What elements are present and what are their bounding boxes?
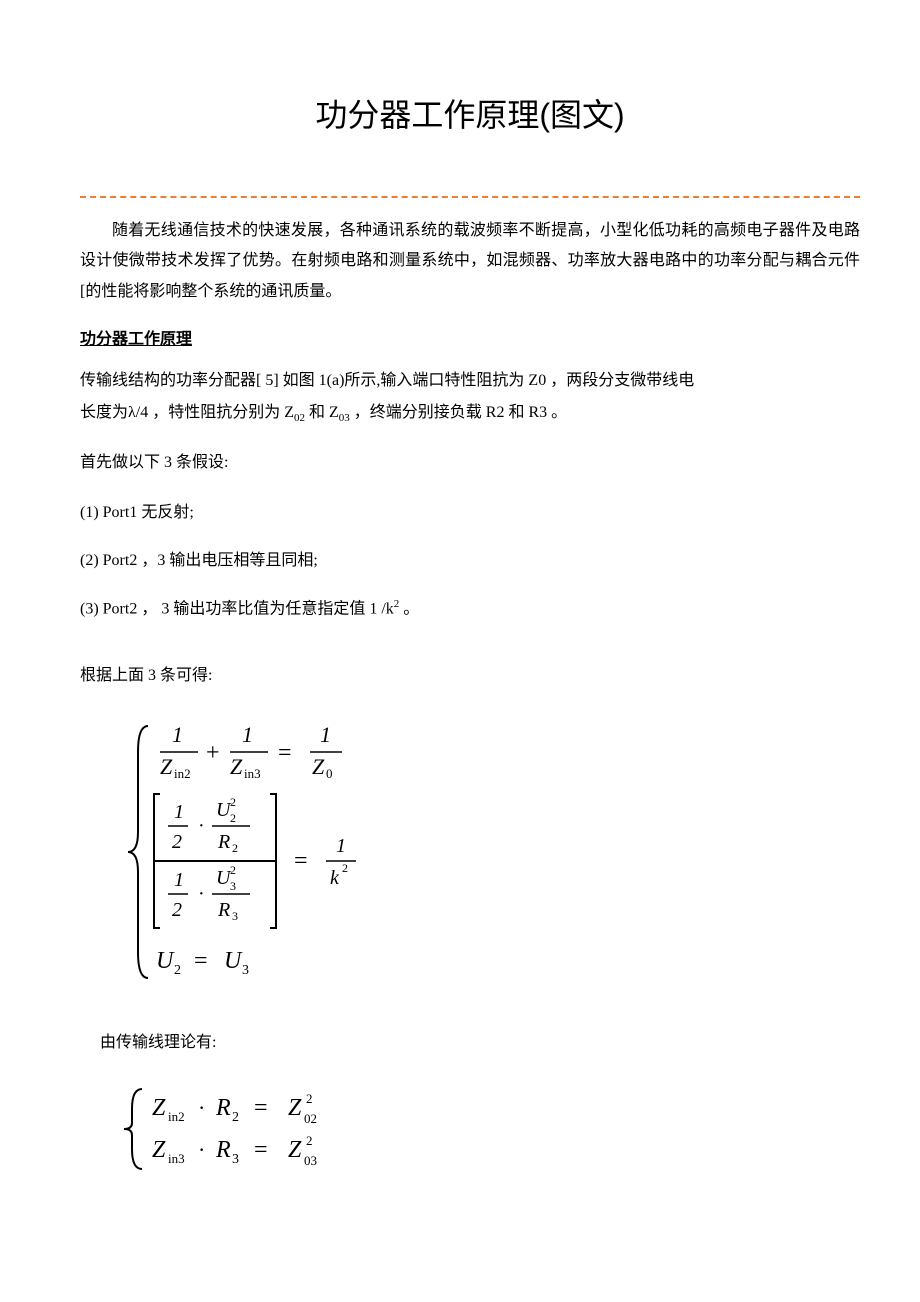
text: 长度为λ/4 ，特性阻抗分别为 Z <box>80 404 294 421</box>
text: 和 Z <box>305 404 339 421</box>
svg-text:2: 2 <box>174 963 181 978</box>
svg-text:R: R <box>215 1095 231 1121</box>
text: (3) Port2 ， 3 输出功率比值为任意指定值 1 /k <box>80 601 394 618</box>
svg-text:2: 2 <box>230 863 236 877</box>
page-title: 功分器工作原理(图文) <box>80 90 860 136</box>
svg-text:k: k <box>330 867 340 889</box>
svg-text:in3: in3 <box>168 1151 185 1166</box>
svg-text:in3: in3 <box>244 766 261 781</box>
svg-text:2: 2 <box>230 795 236 809</box>
assumption-3: (3) Port2 ， 3 输出功率比值为任意指定值 1 /k2 。 <box>80 593 860 625</box>
svg-text:1: 1 <box>174 801 184 823</box>
text: ，终端分别接负载 R2 和 R3 。 <box>350 404 567 421</box>
paragraph-2: 首先做以下 3 条假设: <box>80 447 860 479</box>
svg-text:Z: Z <box>288 1095 302 1121</box>
svg-text:2: 2 <box>232 1110 239 1125</box>
svg-text:1: 1 <box>320 722 331 747</box>
section-divider <box>80 196 860 198</box>
text: 传输线结构的功率分配器[ 5] 如图 1(a)所示,输入端口特性阻抗为 Z0 ，… <box>80 372 694 389</box>
svg-text:=: = <box>294 848 308 874</box>
svg-text:02: 02 <box>304 1111 317 1126</box>
svg-text:2: 2 <box>232 841 238 855</box>
svg-text:=: = <box>254 1137 268 1163</box>
svg-text:1: 1 <box>336 835 346 857</box>
svg-text:2: 2 <box>306 1091 313 1106</box>
svg-text:Z: Z <box>152 1137 166 1163</box>
svg-text:·: · <box>198 815 205 837</box>
svg-text:2: 2 <box>172 899 182 921</box>
svg-text:03: 03 <box>304 1153 317 1168</box>
svg-text:0: 0 <box>326 766 333 781</box>
equation-system-1: 1 Z in2 + 1 Z in3 = 1 Z 0 <box>120 712 860 997</box>
text: 。 <box>399 601 419 618</box>
svg-text:Z: Z <box>160 754 173 779</box>
svg-text:Z: Z <box>152 1095 166 1121</box>
assumption-1: (1) Port1 无反射; <box>80 497 860 529</box>
assumption-2: (2) Port2 ，3 输出电压相等且同相; <box>80 545 860 577</box>
svg-text:Z: Z <box>312 754 325 779</box>
svg-text:R: R <box>217 899 230 921</box>
paragraph-1: 传输线结构的功率分配器[ 5] 如图 1(a)所示,输入端口特性阻抗为 Z0 ，… <box>80 365 860 429</box>
svg-text:U: U <box>224 948 243 974</box>
svg-text:2: 2 <box>172 831 182 853</box>
svg-text:3: 3 <box>232 909 238 923</box>
equation-svg: Z in2 · R 2 = Z 2 02 Z in3 · R 3 = Z 2 0… <box>120 1079 380 1179</box>
section-heading: 功分器工作原理 <box>80 325 860 349</box>
equation-system-2: Z in2 · R 2 = Z 2 02 Z in3 · R 3 = Z 2 0… <box>120 1079 860 1184</box>
svg-text:R: R <box>215 1137 231 1163</box>
paragraph-4: 由传输线理论有: <box>100 1027 860 1059</box>
svg-text:R: R <box>217 831 230 853</box>
svg-text:in2: in2 <box>168 1109 185 1124</box>
equation-svg: 1 Z in2 + 1 Z in3 = 1 Z 0 <box>120 712 380 992</box>
svg-text:Z: Z <box>230 754 243 779</box>
svg-text:+: + <box>206 740 220 766</box>
svg-text:1: 1 <box>172 722 183 747</box>
svg-text:2: 2 <box>230 811 236 825</box>
svg-text:1: 1 <box>242 722 253 747</box>
svg-text:U: U <box>156 948 175 974</box>
svg-text:Z: Z <box>288 1137 302 1163</box>
svg-text:3: 3 <box>232 1152 239 1167</box>
svg-text:1: 1 <box>174 869 184 891</box>
svg-text:3: 3 <box>242 963 249 978</box>
svg-text:·: · <box>198 1095 205 1120</box>
svg-text:2: 2 <box>342 861 348 875</box>
svg-text:=: = <box>254 1095 268 1121</box>
svg-text:·: · <box>198 883 205 905</box>
subscript: 03 <box>339 412 350 424</box>
intro-paragraph: 随着无线通信技术的快速发展，各种通讯系统的载波频率不断提高，小型化低功耗的高频电… <box>80 216 860 307</box>
document-page: 功分器工作原理(图文) 随着无线通信技术的快速发展，各种通讯系统的载波频率不断提… <box>0 0 920 1274</box>
svg-text:·: · <box>198 1137 205 1162</box>
svg-text:=: = <box>194 948 208 974</box>
svg-text:in2: in2 <box>174 766 191 781</box>
svg-text:=: = <box>278 740 292 766</box>
svg-text:2: 2 <box>306 1133 313 1148</box>
subscript: 02 <box>294 412 305 424</box>
paragraph-3: 根据上面 3 条可得: <box>80 660 860 692</box>
svg-text:3: 3 <box>230 879 236 893</box>
